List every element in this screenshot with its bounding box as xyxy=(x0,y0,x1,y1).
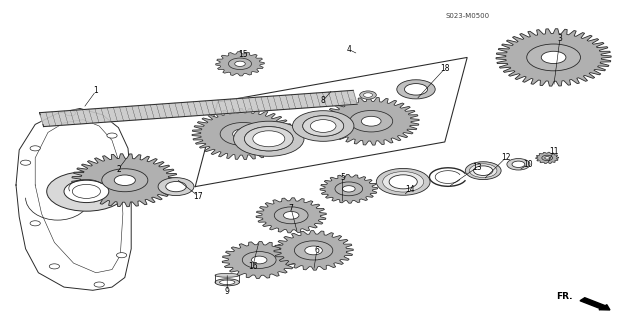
Ellipse shape xyxy=(215,279,239,286)
Text: 7: 7 xyxy=(289,204,294,213)
Circle shape xyxy=(527,44,580,71)
Circle shape xyxy=(244,127,293,151)
Circle shape xyxy=(30,221,40,226)
Circle shape xyxy=(244,127,293,151)
Circle shape xyxy=(220,122,266,145)
Circle shape xyxy=(64,180,109,203)
Text: 5: 5 xyxy=(340,173,345,182)
Circle shape xyxy=(234,121,304,156)
Text: 2: 2 xyxy=(116,165,121,174)
Circle shape xyxy=(275,207,308,224)
Text: S023-M0500: S023-M0500 xyxy=(445,13,489,19)
Circle shape xyxy=(360,91,376,99)
Circle shape xyxy=(166,182,186,192)
Text: 15: 15 xyxy=(238,50,248,59)
Circle shape xyxy=(310,120,336,132)
Text: FR.: FR. xyxy=(556,292,573,301)
Circle shape xyxy=(252,256,267,264)
Text: 1: 1 xyxy=(93,86,99,95)
Circle shape xyxy=(342,186,355,192)
Circle shape xyxy=(292,111,354,141)
Circle shape xyxy=(545,157,550,159)
Circle shape xyxy=(303,116,344,136)
Circle shape xyxy=(465,162,501,180)
Circle shape xyxy=(107,133,117,138)
Circle shape xyxy=(542,155,552,160)
Circle shape xyxy=(233,129,253,139)
Text: 11: 11 xyxy=(549,147,558,156)
Circle shape xyxy=(383,172,424,192)
Polygon shape xyxy=(323,97,419,145)
Circle shape xyxy=(389,175,417,189)
Circle shape xyxy=(120,195,130,200)
Circle shape xyxy=(294,241,333,260)
Text: 8: 8 xyxy=(321,96,326,105)
Circle shape xyxy=(404,84,428,95)
Text: 13: 13 xyxy=(472,163,482,172)
Text: 6: 6 xyxy=(314,246,319,255)
Circle shape xyxy=(116,253,127,258)
Circle shape xyxy=(253,131,285,147)
Circle shape xyxy=(470,164,497,177)
Polygon shape xyxy=(72,154,178,207)
Circle shape xyxy=(72,184,100,198)
Text: 9: 9 xyxy=(225,287,230,296)
Circle shape xyxy=(65,111,76,116)
Polygon shape xyxy=(274,231,353,270)
Polygon shape xyxy=(40,90,357,127)
Circle shape xyxy=(30,146,40,151)
Polygon shape xyxy=(216,52,264,76)
Text: 10: 10 xyxy=(523,160,533,169)
Text: 18: 18 xyxy=(440,64,449,73)
Circle shape xyxy=(158,178,194,196)
Circle shape xyxy=(20,160,31,165)
Circle shape xyxy=(362,116,381,126)
Circle shape xyxy=(243,252,276,268)
Circle shape xyxy=(303,116,344,136)
Circle shape xyxy=(305,246,323,255)
Circle shape xyxy=(228,58,252,70)
Polygon shape xyxy=(320,174,378,203)
Polygon shape xyxy=(496,29,611,86)
Text: 12: 12 xyxy=(501,153,510,162)
Circle shape xyxy=(102,169,148,192)
FancyArrow shape xyxy=(580,298,610,310)
Circle shape xyxy=(507,159,530,170)
Polygon shape xyxy=(222,241,296,278)
Circle shape xyxy=(474,166,493,175)
Circle shape xyxy=(284,211,299,219)
Text: 4: 4 xyxy=(346,45,351,54)
Ellipse shape xyxy=(215,273,239,277)
Polygon shape xyxy=(256,198,326,233)
Polygon shape xyxy=(192,108,294,160)
Circle shape xyxy=(376,168,430,195)
Text: 14: 14 xyxy=(404,185,415,194)
Text: 3: 3 xyxy=(557,34,563,43)
Circle shape xyxy=(364,93,372,97)
Text: 16: 16 xyxy=(248,262,258,271)
Circle shape xyxy=(94,282,104,287)
Circle shape xyxy=(47,172,126,211)
Circle shape xyxy=(397,80,435,99)
Circle shape xyxy=(512,161,525,167)
Circle shape xyxy=(49,264,60,269)
Circle shape xyxy=(541,51,566,63)
Text: 17: 17 xyxy=(193,192,204,201)
Circle shape xyxy=(235,61,245,66)
Circle shape xyxy=(349,110,393,132)
Circle shape xyxy=(115,175,136,186)
Circle shape xyxy=(335,182,363,196)
Polygon shape xyxy=(536,152,559,164)
Ellipse shape xyxy=(220,280,235,285)
